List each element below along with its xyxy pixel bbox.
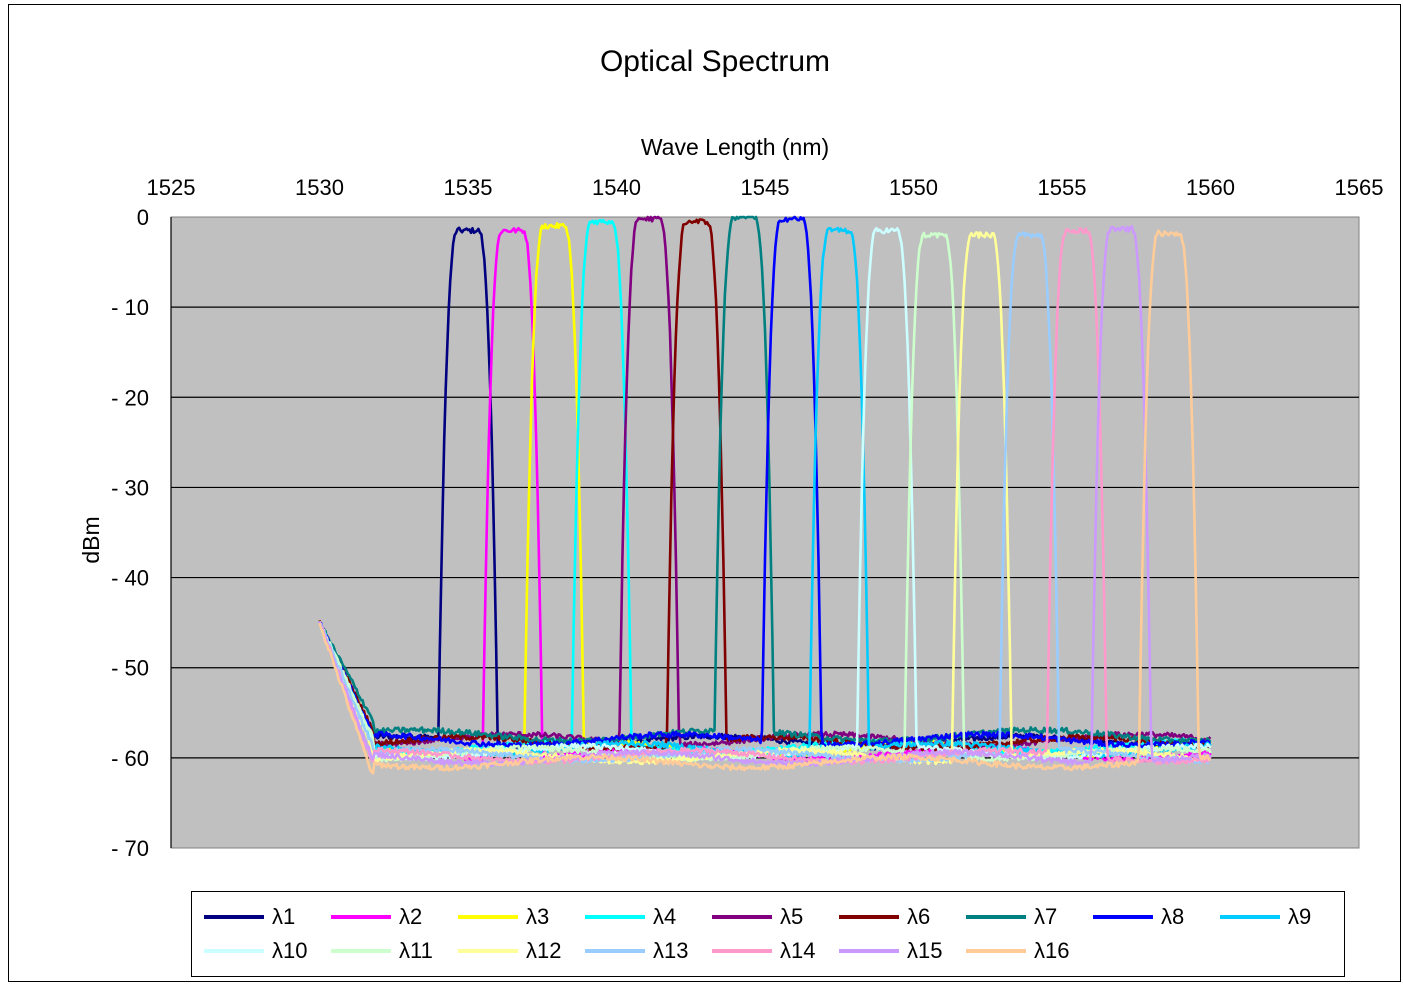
legend-label: λ4 xyxy=(653,904,677,929)
x-tick-label: 1565 xyxy=(1335,175,1384,200)
legend-label: λ9 xyxy=(1288,904,1312,929)
series-line xyxy=(318,229,1211,775)
legend-swatch xyxy=(839,915,899,919)
legend-swatch xyxy=(712,949,772,953)
legend-swatch xyxy=(1093,915,1153,919)
x-tick-label: 1530 xyxy=(295,175,344,200)
legend-label: λ14 xyxy=(780,938,816,963)
x-tick-label: 1545 xyxy=(741,175,790,200)
legend-swatch xyxy=(966,949,1026,953)
legend-swatch xyxy=(458,949,518,953)
legend-item: λ11 xyxy=(331,938,433,964)
x-tick-label: 1555 xyxy=(1038,175,1087,200)
legend-item: λ14 xyxy=(712,938,815,964)
legend-item: λ10 xyxy=(204,938,307,964)
legend-item: λ8 xyxy=(1093,904,1184,930)
series-line xyxy=(318,231,1211,765)
legend-item: λ6 xyxy=(839,904,930,930)
legend-item: λ1 xyxy=(204,904,295,930)
legend-label: λ2 xyxy=(399,904,423,929)
legend-item: λ12 xyxy=(458,938,561,964)
y-axis-title: dBm xyxy=(78,516,104,563)
x-tick-label: 1560 xyxy=(1186,175,1235,200)
legend-swatch xyxy=(966,915,1026,919)
y-tick-label: - 10 xyxy=(111,295,149,320)
legend-label: λ1 xyxy=(272,904,296,929)
legend-item: λ13 xyxy=(585,938,688,964)
legend-item: λ2 xyxy=(331,904,422,930)
y-tick-label: 0 xyxy=(137,205,149,230)
legend-swatch xyxy=(1220,915,1280,919)
legend: λ1 λ2 λ3 λ4 λ5 λ6 λ7 λ8 λ9 λ10 λ11 λ12 λ13 λ14 λ15 λ16 xyxy=(191,891,1345,977)
legend-item: λ7 xyxy=(966,904,1057,930)
chart-canvas: Optical Spectrum Wave Length (nm) dBm 15… xyxy=(78,45,1384,861)
y-tick-label: - 50 xyxy=(111,656,149,681)
x-tick-label: 1540 xyxy=(592,175,641,200)
legend-swatch xyxy=(712,915,772,919)
legend-item: λ4 xyxy=(585,904,676,930)
legend-label: λ7 xyxy=(1034,904,1058,929)
series-line xyxy=(319,215,1211,750)
legend-item: λ15 xyxy=(839,938,942,964)
x-tick-label: 1525 xyxy=(147,175,196,200)
y-tick-labels: 0 - 10 - 20 - 30 - 40 - 50 - 60 - 70 xyxy=(111,205,149,861)
legend-label: λ5 xyxy=(780,904,804,929)
legend-swatch xyxy=(585,949,645,953)
legend-swatch xyxy=(458,915,518,919)
x-tick-labels: 1525 1530 1535 1540 1545 1550 1555 1560 1565 xyxy=(147,175,1384,200)
y-tick-label: - 60 xyxy=(111,746,149,771)
legend-label: λ13 xyxy=(653,938,689,963)
legend-swatch xyxy=(331,915,391,919)
chart-frame: Optical Spectrum Wave Length (nm) dBm 15… xyxy=(8,4,1401,982)
legend-swatch xyxy=(204,915,264,919)
x-tick-label: 1535 xyxy=(444,175,493,200)
legend-label: λ12 xyxy=(526,938,562,963)
legend-item: λ5 xyxy=(712,904,803,930)
series-line xyxy=(318,226,1212,766)
legend-swatch xyxy=(204,949,264,953)
x-tick-label: 1550 xyxy=(889,175,938,200)
legend-label: λ16 xyxy=(1034,938,1070,963)
legend-label: λ10 xyxy=(272,938,308,963)
series-lines xyxy=(318,215,1212,775)
series-line xyxy=(318,215,1212,745)
legend-swatch xyxy=(585,915,645,919)
chart-title: Optical Spectrum xyxy=(600,45,830,78)
y-tick-label: - 40 xyxy=(111,566,149,591)
legend-item: λ9 xyxy=(1220,904,1311,930)
legend-item: λ16 xyxy=(966,938,1069,964)
series-line xyxy=(318,225,1212,768)
y-tick-label: - 30 xyxy=(111,475,149,500)
legend-label: λ8 xyxy=(1161,904,1185,929)
legend-label: λ11 xyxy=(399,938,433,963)
legend-item: λ3 xyxy=(458,904,549,930)
legend-swatch xyxy=(839,949,899,953)
legend-label: λ6 xyxy=(907,904,931,929)
legend-label: λ3 xyxy=(526,904,550,929)
x-axis-title: Wave Length (nm) xyxy=(641,134,829,160)
legend-label: λ15 xyxy=(907,938,943,963)
series-line xyxy=(318,231,1212,766)
y-tick-label: - 20 xyxy=(111,385,149,410)
y-tick-label: - 70 xyxy=(111,836,149,861)
legend-swatch xyxy=(331,949,391,953)
